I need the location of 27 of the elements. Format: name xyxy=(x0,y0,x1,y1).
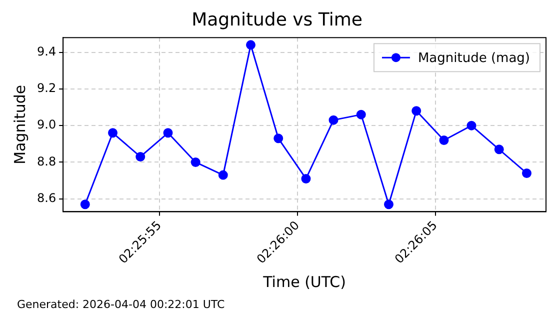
point xyxy=(328,115,338,125)
point xyxy=(246,40,256,50)
point xyxy=(136,152,146,162)
y-tick-label: 8.8 xyxy=(36,154,56,168)
y-tick-label: 8.6 xyxy=(36,191,56,206)
point xyxy=(274,134,284,144)
point xyxy=(412,106,422,116)
y-tick-label: 9.0 xyxy=(36,118,56,132)
point xyxy=(356,110,366,120)
point xyxy=(301,174,311,184)
y-tick-label: 9.4 xyxy=(36,44,56,58)
x-axis-title: Time (UTC) xyxy=(262,272,346,291)
point xyxy=(466,120,476,130)
legend-label: Magnitude (mag) xyxy=(418,50,530,66)
point xyxy=(108,128,118,138)
text: Generated: 2026-04-04 00:22:01 UTC xyxy=(17,298,226,311)
point xyxy=(522,168,532,178)
point xyxy=(494,144,504,154)
point xyxy=(384,200,394,210)
point xyxy=(439,135,449,145)
y-axis-title: Magnitude xyxy=(10,84,29,164)
point xyxy=(163,128,173,138)
point xyxy=(218,170,228,180)
point xyxy=(190,157,200,167)
point xyxy=(80,200,90,210)
y-tick-label: 9.2 xyxy=(36,81,56,96)
chart-title: Magnitude vs Time xyxy=(192,9,362,30)
